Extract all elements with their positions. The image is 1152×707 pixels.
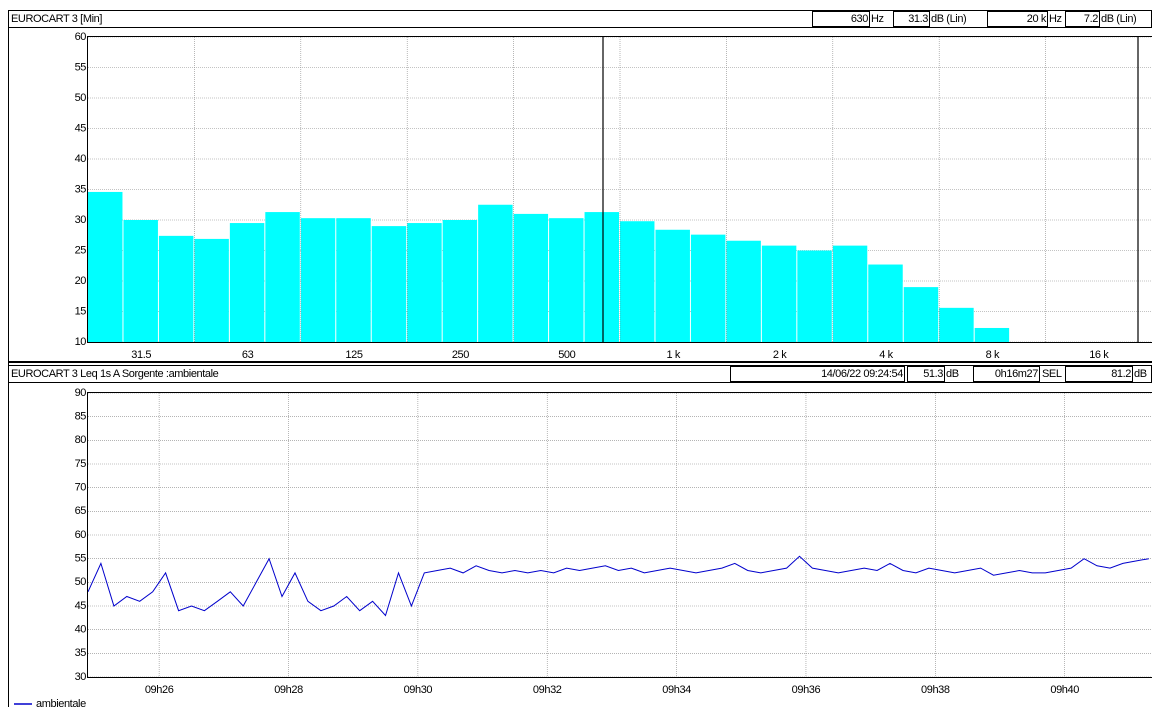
y-tick-label: 65	[75, 505, 87, 517]
x-tick-label: 09h40	[1050, 684, 1079, 696]
x-tick-label: 500	[558, 349, 575, 361]
x-tick-label: 09h32	[533, 684, 562, 696]
y-tick-label: 25	[75, 244, 87, 256]
readout: dB (Lin)	[1101, 13, 1136, 25]
readout: SEL	[1042, 368, 1062, 380]
bar	[229, 223, 265, 342]
readout: 14/06/22 09:24:54	[821, 368, 903, 380]
bar	[513, 213, 549, 342]
bar	[194, 238, 229, 342]
bar	[584, 212, 619, 342]
y-tick-label: 30	[75, 214, 87, 226]
bar	[300, 218, 336, 342]
x-tick-label: 31.5	[131, 349, 151, 361]
bar	[88, 191, 123, 342]
y-tick-label: 75	[75, 458, 87, 470]
readout: dB (Lin)	[931, 13, 966, 25]
plot-frame	[87, 392, 1152, 678]
y-tick-label: 40	[75, 624, 87, 636]
bar	[442, 220, 478, 342]
y-tick-label: 90	[75, 387, 87, 399]
bar	[690, 234, 726, 342]
y-tick-label: 45	[75, 122, 87, 134]
panel-title: EUROCART 3 Leq 1s A Sorgente :ambientale	[11, 368, 219, 380]
readout: 20 k	[1027, 13, 1047, 25]
y-tick-label: 35	[75, 647, 87, 659]
bar	[832, 245, 868, 342]
panel-title: EUROCART 3 [Min]	[11, 13, 102, 25]
legend-label: ambientale	[36, 698, 86, 707]
bar	[549, 218, 584, 342]
y-tick-label: 60	[75, 529, 87, 541]
bar	[939, 307, 974, 342]
y-tick-label: 70	[75, 482, 87, 494]
y-tick-label: 40	[75, 153, 87, 165]
readout-box	[1065, 366, 1133, 382]
x-tick-label: 09h34	[662, 684, 691, 696]
readout-box	[812, 11, 870, 27]
y-tick-label: 80	[75, 434, 87, 446]
y-tick-label: 85	[75, 411, 87, 423]
y-tick-label: 10	[75, 336, 87, 348]
readout-box	[973, 366, 1040, 382]
readout-box	[987, 11, 1048, 27]
bar	[620, 221, 655, 342]
bar	[336, 218, 371, 342]
x-tick-label: 250	[452, 349, 469, 361]
bar	[726, 240, 761, 342]
y-tick-label: 60	[75, 31, 87, 43]
x-tick-label: 125	[345, 349, 362, 361]
header-bar	[8, 10, 1152, 28]
y-tick-label: 30	[75, 671, 87, 683]
readout: Hz	[871, 13, 884, 25]
y-tick-label: 50	[75, 92, 87, 104]
readout: Hz	[1049, 13, 1062, 25]
x-tick-label: 2 k	[773, 349, 787, 361]
readout: 7.2	[1084, 13, 1098, 25]
readout-box	[907, 366, 945, 382]
bar	[123, 220, 158, 342]
bar	[407, 223, 442, 342]
x-tick-label: 8 k	[986, 349, 1000, 361]
bar	[761, 245, 797, 342]
bar	[655, 229, 690, 342]
y-tick-label: 45	[75, 600, 87, 612]
readout: 81.2	[1111, 368, 1131, 380]
x-tick-label: 09h38	[921, 684, 950, 696]
x-tick-label: 16 k	[1089, 349, 1109, 361]
readout: dB	[1134, 368, 1147, 380]
y-tick-label: 35	[75, 183, 87, 195]
readout-box	[730, 366, 905, 382]
bar	[158, 235, 194, 342]
readout: 0h16m27	[995, 368, 1038, 380]
bar	[974, 327, 1010, 342]
y-tick-label: 20	[75, 275, 87, 287]
x-tick-label: 4 k	[879, 349, 893, 361]
readout-box	[893, 11, 930, 27]
x-tick-label: 1 k	[666, 349, 680, 361]
x-tick-label: 09h36	[792, 684, 821, 696]
readout-box	[1065, 11, 1100, 27]
bar	[868, 264, 903, 342]
readout: dB	[946, 368, 959, 380]
x-tick-label: 09h26	[145, 684, 174, 696]
y-tick-label: 15	[75, 305, 87, 317]
x-tick-label: 09h28	[274, 684, 303, 696]
y-tick-label: 50	[75, 576, 87, 588]
bar	[265, 212, 300, 342]
readout: 31.3	[908, 13, 928, 25]
y-tick-label: 55	[75, 61, 87, 73]
x-tick-label: 09h30	[404, 684, 433, 696]
y-tick-label: 55	[75, 553, 87, 565]
bar	[797, 250, 832, 342]
plot-frame	[87, 36, 1152, 343]
readout: 630	[851, 13, 868, 25]
x-tick-label: 63	[242, 349, 254, 361]
bar	[478, 204, 513, 342]
bar	[903, 287, 939, 342]
series-line	[87, 555, 1149, 617]
readout: 51.3	[923, 368, 943, 380]
bar	[371, 226, 407, 342]
